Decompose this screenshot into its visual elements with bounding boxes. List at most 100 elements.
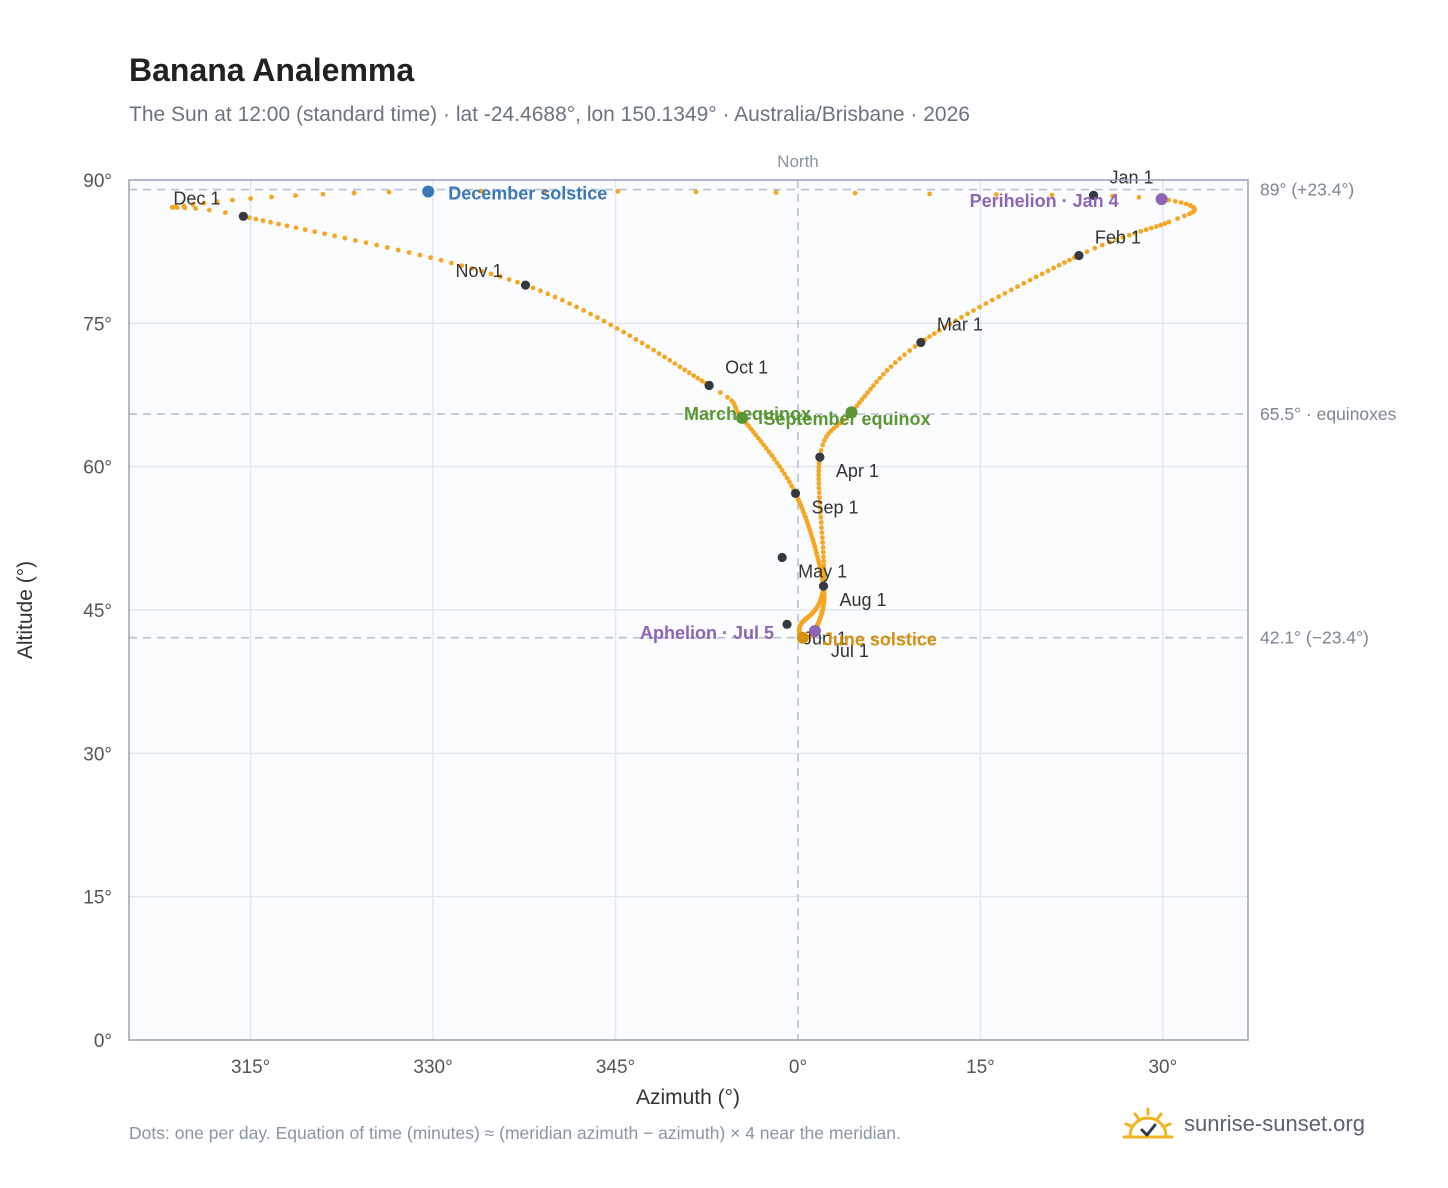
day-dot	[459, 263, 465, 269]
day-dot	[818, 448, 824, 453]
day-dot	[284, 223, 290, 229]
event-label: September equinox	[763, 409, 930, 429]
day-dot	[181, 203, 187, 209]
month-label: Jan 1	[1110, 167, 1154, 187]
day-dot	[567, 301, 572, 306]
day-dot	[816, 468, 822, 474]
day-dot	[820, 442, 826, 448]
y-tick-label: 15°	[83, 888, 112, 909]
day-dot	[912, 344, 918, 349]
day-dot	[627, 333, 633, 339]
day-dot	[682, 367, 687, 373]
day-dot	[787, 479, 792, 485]
day-dot	[677, 364, 683, 370]
event-label: June solstice	[823, 630, 937, 650]
day-dot	[888, 364, 894, 369]
day-dot	[428, 255, 433, 261]
month-marker	[520, 280, 531, 290]
day-dot	[718, 390, 723, 395]
day-dot	[353, 238, 358, 243]
brand-logo[interactable]: sunrise-sunset.org	[1122, 1104, 1365, 1144]
day-dot	[633, 337, 639, 342]
sun-logo-icon	[1122, 1107, 1174, 1139]
day-dot	[857, 400, 862, 406]
day-dot	[1143, 227, 1149, 233]
day-dot	[824, 434, 829, 440]
reference-line-label: 89° (+23.4°)	[1260, 180, 1354, 200]
day-dot	[302, 227, 308, 233]
day-dot	[385, 245, 390, 250]
day-dot	[322, 231, 327, 237]
day-dot	[927, 334, 932, 339]
day-dot	[868, 386, 873, 392]
day-dot	[819, 525, 824, 530]
day-dot	[1158, 222, 1164, 228]
day-dot	[779, 468, 785, 473]
day-dot	[276, 221, 281, 227]
day-dot	[248, 196, 254, 201]
day-dot	[773, 190, 779, 195]
day-dot	[374, 242, 380, 248]
month-marker	[1074, 250, 1084, 261]
day-dot	[639, 340, 645, 346]
day-dot	[816, 490, 822, 496]
day-dot	[821, 554, 826, 560]
month-label: Dec 1	[173, 188, 220, 208]
day-dot	[1067, 257, 1072, 263]
day-dot	[206, 207, 212, 213]
day-dot	[693, 189, 699, 195]
day-dot	[1033, 274, 1039, 280]
day-dot	[789, 483, 794, 489]
month-marker	[238, 211, 248, 221]
event-marker	[422, 185, 435, 198]
day-dot	[1008, 287, 1014, 293]
day-dot	[1166, 219, 1172, 225]
month-label: Apr 1	[836, 461, 879, 481]
day-dot	[816, 485, 822, 491]
event-label: December solstice	[448, 183, 607, 203]
day-dot	[927, 191, 932, 197]
day-dot	[820, 540, 825, 545]
reference-lines: North 89° (+23.4°) 65.5° · equinoxes 42.1° …	[129, 152, 1397, 1040]
month-marker	[790, 488, 801, 499]
day-dot	[936, 328, 942, 333]
month-marker	[1088, 190, 1099, 200]
day-dot	[695, 375, 701, 381]
day-dot	[479, 268, 484, 274]
day-dot	[651, 347, 656, 353]
day-dot	[993, 192, 999, 197]
day-dot	[478, 188, 484, 194]
event-marker	[1155, 193, 1168, 206]
day-dot	[931, 331, 937, 336]
day-dot	[581, 308, 586, 313]
day-dot	[874, 379, 879, 385]
day-dot	[1062, 260, 1067, 265]
day-dot	[881, 371, 886, 377]
day-dot	[1092, 245, 1098, 251]
day-dot	[983, 301, 989, 306]
day-dot	[1172, 198, 1178, 204]
day-dot	[530, 285, 536, 291]
day-dot	[190, 202, 196, 208]
day-dot	[1002, 290, 1008, 296]
day-dot	[854, 403, 860, 409]
month-label: Oct 1	[725, 357, 768, 377]
month-label: Aug 1	[840, 590, 887, 610]
day-dot	[729, 398, 734, 404]
day-dot	[169, 204, 175, 210]
day-dot	[595, 315, 600, 320]
day-dot	[621, 329, 626, 335]
day-dot	[725, 394, 730, 400]
x-tick-label: 15°	[966, 1057, 995, 1078]
month-label: Sep 1	[812, 497, 859, 517]
day-dot	[363, 240, 369, 246]
month-label: Feb 1	[1095, 227, 1141, 247]
day-dot	[497, 274, 503, 280]
day-dot	[822, 438, 827, 443]
day-dot	[841, 417, 846, 423]
day-dot	[173, 204, 179, 210]
day-dot	[816, 481, 822, 486]
day-dot	[293, 225, 299, 231]
day-dot	[246, 215, 252, 221]
